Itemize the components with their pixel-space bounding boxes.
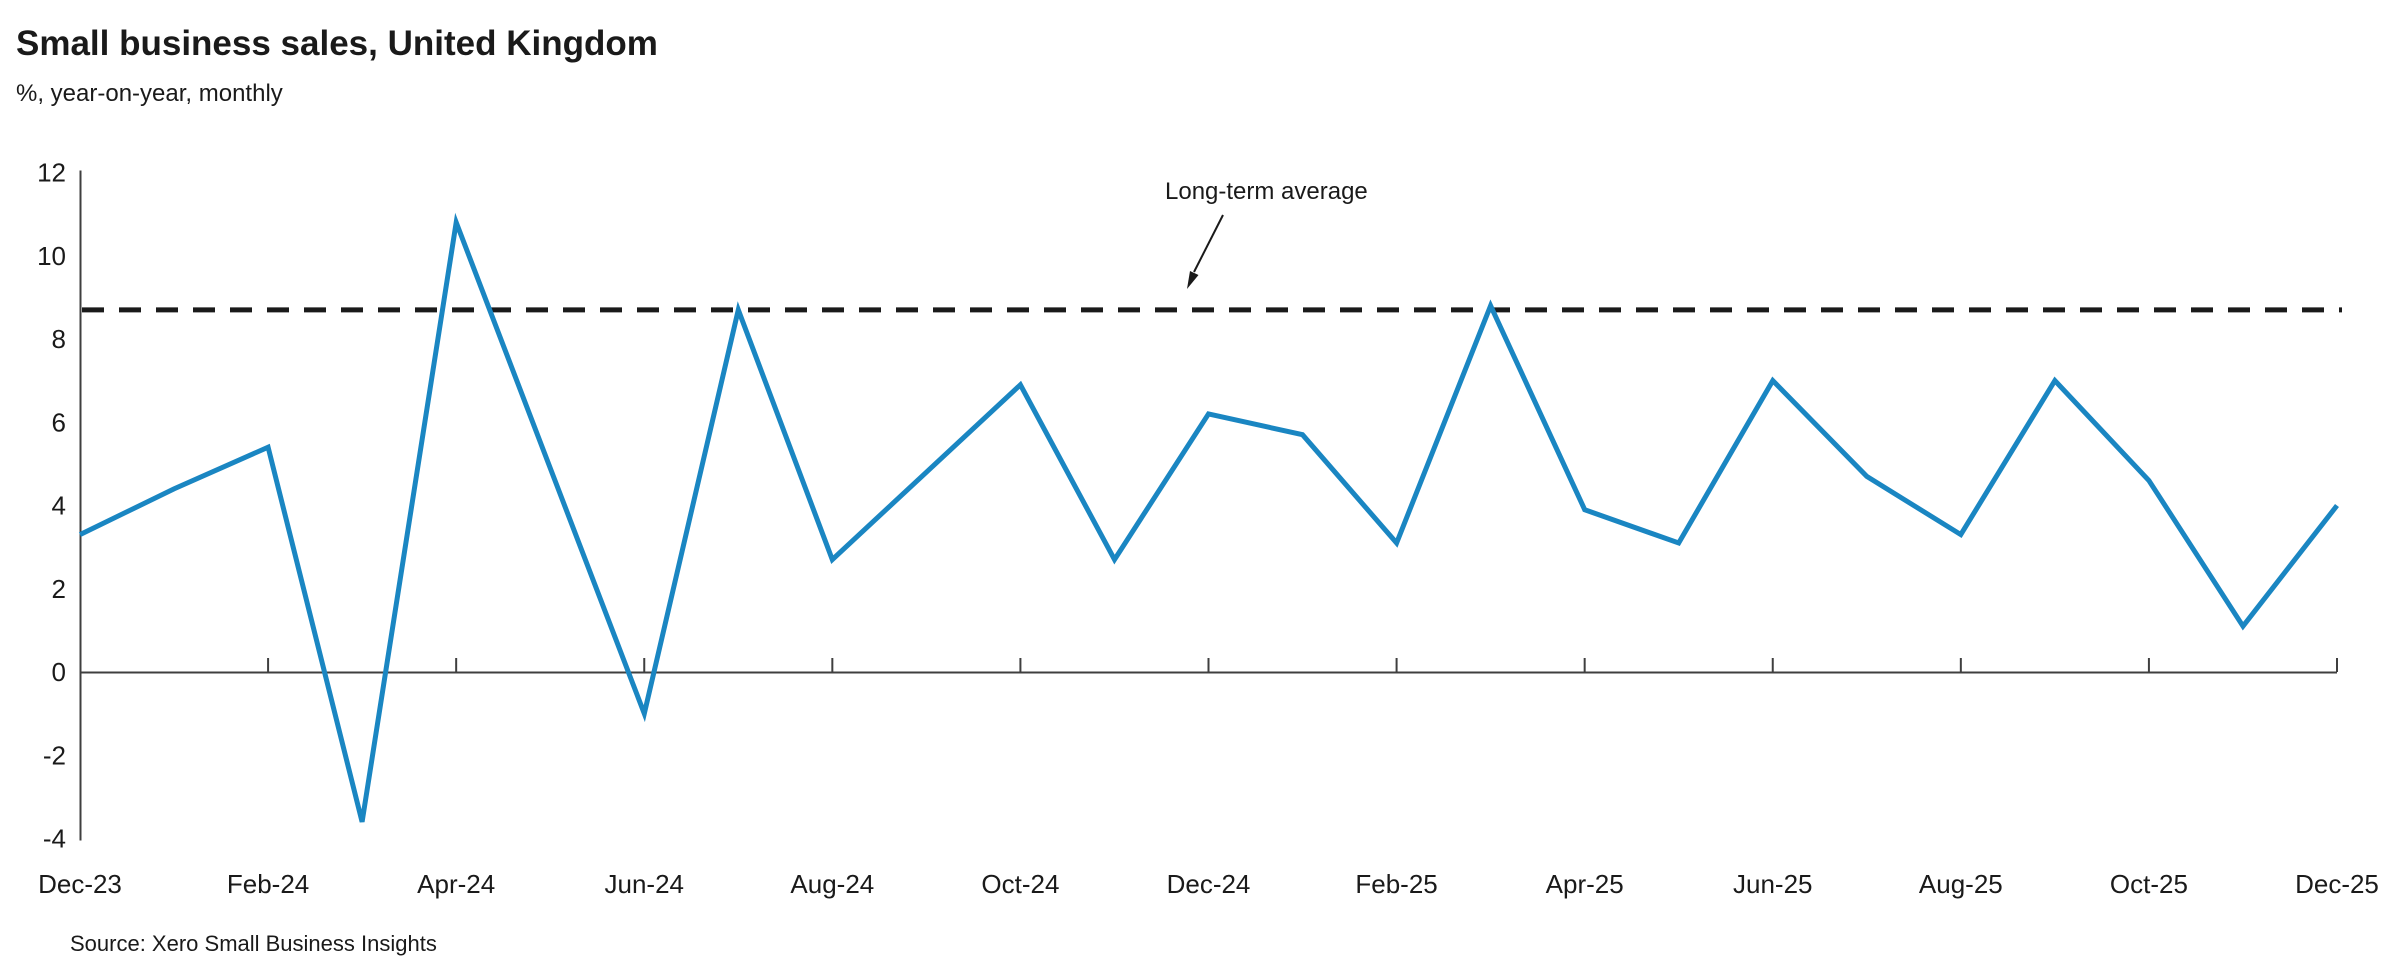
x-tick-label: Jun-24 (605, 869, 685, 899)
y-tick-label: 0 (52, 657, 66, 687)
y-tick-label: 2 (52, 574, 66, 604)
y-tick-label: -2 (43, 740, 66, 770)
y-tick-label: 8 (52, 324, 66, 354)
x-tick-label: Aug-25 (1919, 869, 2003, 899)
annotation-label: Long-term average (1165, 178, 1368, 205)
x-tick-label: Oct-24 (981, 869, 1059, 899)
page-title: Small business sales, United Kingdom (16, 24, 658, 63)
y-tick-label: 12 (37, 158, 66, 188)
x-tick-label: Dec-23 (38, 869, 122, 899)
y-tick-label: 6 (52, 407, 66, 437)
y-tick-label: 4 (52, 491, 66, 521)
x-tick-label: Oct-25 (2110, 869, 2188, 899)
x-tick-label: Dec-24 (1167, 869, 1251, 899)
source-text: Source: Xero Small Business Insights (70, 931, 437, 956)
x-tick-label: Jun-25 (1733, 869, 1813, 899)
x-tick-label: Aug-24 (790, 869, 874, 899)
x-tick-label: Feb-25 (1355, 869, 1437, 899)
x-tick-label: Apr-24 (417, 869, 495, 899)
chart-subtitle: %, year-on-year, monthly (16, 80, 283, 107)
x-tick-label: Feb-24 (227, 869, 309, 899)
y-tick-label: 10 (37, 241, 66, 271)
x-tick-label: Apr-25 (1546, 869, 1624, 899)
annotation-arrowhead-icon (1187, 271, 1199, 289)
sales-data-line (78, 212, 2339, 823)
annotation-arrow-line (1193, 214, 1224, 273)
x-tick-label: Dec-25 (2295, 869, 2379, 899)
y-tick-label: -4 (43, 824, 66, 854)
